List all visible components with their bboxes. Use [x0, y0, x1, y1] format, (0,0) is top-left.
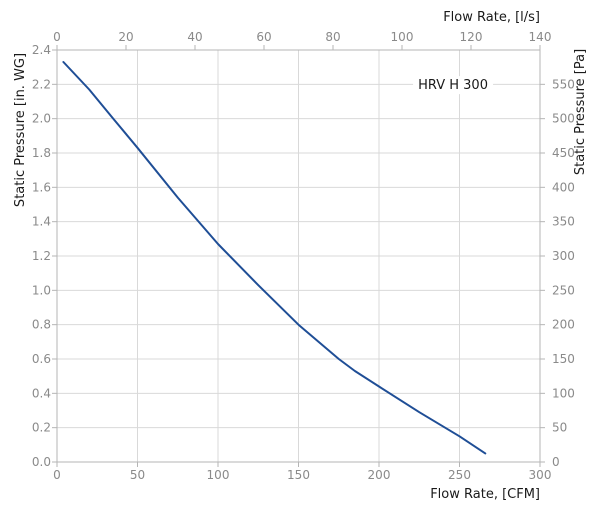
x2-tick-label: 0	[53, 30, 61, 44]
y2-tick-label: 450	[552, 146, 575, 160]
y-axis-title-inwg: Static Pressure [in. WG]	[13, 53, 28, 207]
y-tick-label: 1.0	[32, 283, 51, 297]
y-axis-title-pa: Static Pressure [Pa]	[573, 49, 588, 175]
y-tick-label: 0.0	[32, 455, 51, 469]
y-tick-label: 2.0	[32, 112, 51, 126]
x2-tick-label: 20	[118, 30, 133, 44]
series-annotation: HRV H 300	[418, 78, 488, 93]
annotation-background	[413, 76, 494, 95]
grid-lines	[57, 50, 540, 462]
x2-tick-label: 120	[460, 30, 483, 44]
x2-tick-label: 40	[187, 30, 202, 44]
x-tick-label: 150	[287, 468, 310, 482]
x-axis-title-cfm: Flow Rate, [CFM]	[430, 487, 540, 502]
x2-tick-label: 140	[529, 30, 552, 44]
y2-tick-label: 100	[552, 386, 575, 400]
y2-tick-label: 300	[552, 249, 575, 263]
y-tick-label: 1.6	[32, 180, 51, 194]
y-tick-label: 0.6	[32, 352, 51, 366]
y-tick-label: 0.4	[32, 386, 51, 400]
y-tick-label: 2.4	[32, 43, 51, 57]
x-tick-label: 300	[529, 468, 552, 482]
x-tick-label: 100	[207, 468, 230, 482]
y2-tick-label: 350	[552, 215, 575, 229]
series-line-hrv-h-300	[62, 61, 487, 455]
y2-tick-label: 550	[552, 77, 575, 91]
y-tick-label: 0.2	[32, 421, 51, 435]
y2-tick-label: 150	[552, 352, 575, 366]
x2-tick-label: 100	[391, 30, 414, 44]
x-tick-label: 200	[368, 468, 391, 482]
y-tick-label: 2.2	[32, 77, 51, 91]
y2-tick-label: 200	[552, 318, 575, 332]
y2-tick-label: 50	[552, 421, 567, 435]
x-tick-label: 250	[448, 468, 471, 482]
x2-tick-label: 80	[325, 30, 340, 44]
tick-marks	[52, 45, 545, 467]
y-tick-label: 1.2	[32, 249, 51, 263]
y2-tick-label: 500	[552, 112, 575, 126]
tick-labels: 0 50 100 150 200 250 3000.00.20.40.60.81.01.21…	[32, 30, 575, 482]
x-axis-title-ls: Flow Rate, [l/s]	[443, 10, 540, 25]
x2-tick-label: 60	[256, 30, 271, 44]
y-tick-label: 0.8	[32, 318, 51, 332]
y2-tick-label: 400	[552, 180, 575, 194]
y-tick-label: 1.4	[32, 215, 51, 229]
y2-tick-label: 250	[552, 283, 575, 297]
y2-tick-label: 0	[552, 455, 560, 469]
y-tick-label: 1.8	[32, 146, 51, 160]
x-tick-label: 50	[130, 468, 145, 482]
x-tick-label: 0	[53, 468, 61, 482]
